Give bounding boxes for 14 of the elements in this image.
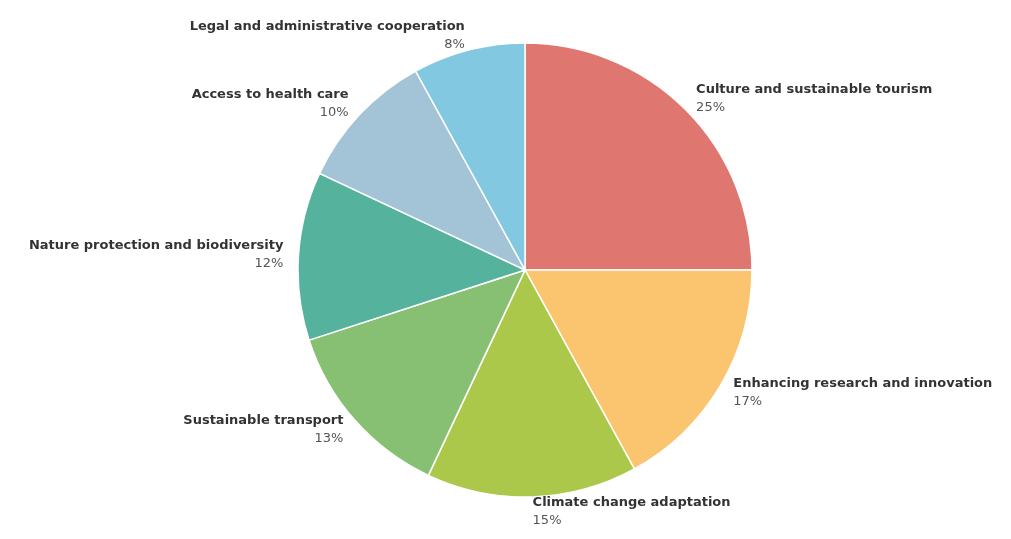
slice-label: Nature protection and biodiversity [28, 236, 284, 252]
slice-label: Legal and administrative cooperation [189, 17, 465, 33]
data-label: 13% [314, 430, 344, 446]
slice-label: Culture and sustainable tourism [696, 80, 933, 96]
data-label: 12% [254, 254, 284, 270]
slice-label: Enhancing research and innovation [733, 375, 993, 391]
data-label: 15% [532, 511, 562, 527]
slice-label: Climate change adaptation [532, 493, 731, 509]
slice-label: Sustainable transport [183, 412, 344, 428]
data-label: 10% [319, 104, 349, 120]
data-label: 25% [696, 98, 726, 114]
data-label: 17% [733, 393, 763, 409]
data-label: 8% [444, 35, 465, 51]
slice-label: Access to health care [191, 86, 349, 102]
